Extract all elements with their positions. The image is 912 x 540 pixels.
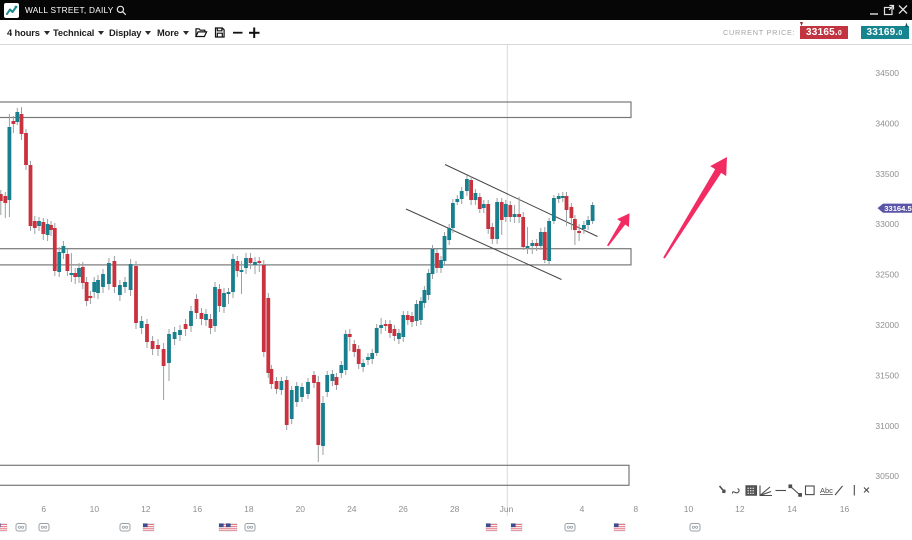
svg-text:4: 4 xyxy=(580,504,585,514)
svg-text:8: 8 xyxy=(633,504,638,514)
svg-text:28: 28 xyxy=(450,504,460,514)
svg-text:30500: 30500 xyxy=(875,471,899,481)
svg-text:Abc: Abc xyxy=(820,486,833,495)
svg-text:33000: 33000 xyxy=(875,219,899,229)
svg-text:10: 10 xyxy=(684,504,694,514)
svg-text:32500: 32500 xyxy=(875,270,899,280)
svg-text:6: 6 xyxy=(41,504,46,514)
svg-text:Jun: Jun xyxy=(500,504,514,514)
svg-text:34000: 34000 xyxy=(875,118,899,128)
svg-text:32000: 32000 xyxy=(875,320,899,330)
svg-text:33500: 33500 xyxy=(875,169,899,179)
svg-text:14: 14 xyxy=(787,504,797,514)
svg-text:18: 18 xyxy=(244,504,254,514)
svg-text:33164.5: 33164.5 xyxy=(884,204,912,213)
svg-text:16: 16 xyxy=(193,504,203,514)
svg-text:12: 12 xyxy=(141,504,151,514)
svg-text:20: 20 xyxy=(296,504,306,514)
svg-text:24: 24 xyxy=(347,504,357,514)
svg-text:31500: 31500 xyxy=(875,370,899,380)
svg-text:16: 16 xyxy=(840,504,850,514)
svg-text:10: 10 xyxy=(90,504,100,514)
svg-text:31000: 31000 xyxy=(875,421,899,431)
svg-text:12: 12 xyxy=(735,504,745,514)
svg-text:34500: 34500 xyxy=(875,68,899,78)
svg-text:26: 26 xyxy=(398,504,408,514)
